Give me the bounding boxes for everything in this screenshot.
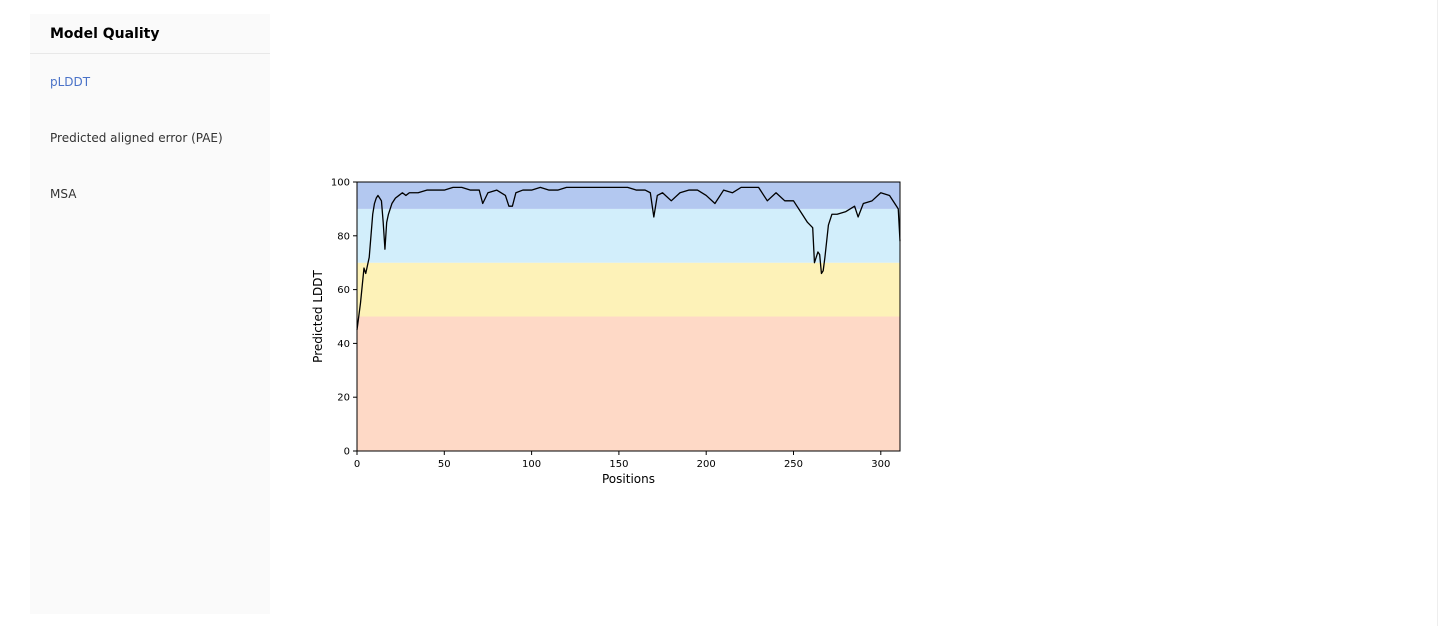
- x-tick-label: 50: [438, 459, 451, 470]
- plot-frame: [356, 181, 901, 452]
- y-axis-label: Predicted LDDT: [311, 270, 325, 363]
- series-line-0: [356, 186, 901, 331]
- sidebar-header: Model Quality: [30, 14, 270, 54]
- y-tick-label: 0: [344, 447, 350, 458]
- sidebar-item-plddt[interactable]: pLDDT: [50, 75, 91, 89]
- sidebar: Model Quality pLDDT Predicted aligned er…: [30, 14, 270, 614]
- y-tick-label: 40: [337, 339, 350, 350]
- x-tick-label: 200: [697, 459, 716, 470]
- y-tick-label: 20: [337, 393, 350, 404]
- sidebar-item-msa[interactable]: MSA: [50, 187, 77, 201]
- chart-ticks: 0 50 100 150 200 250 300 0 20 40 60 80 100: [331, 178, 890, 471]
- x-axis-label: Positions: [602, 472, 655, 486]
- band-very-low: [357, 316, 900, 451]
- y-tick-label: 100: [331, 178, 350, 189]
- sidebar-menu: pLDDT Predicted aligned error (PAE) MSA: [30, 54, 270, 222]
- x-tick-label: 250: [784, 459, 803, 470]
- plddt-chart: 0 50 100 150 200 250 300 0 20 40 60 80 100 Positions…: [300, 170, 920, 500]
- x-tick-label: 300: [871, 459, 890, 470]
- y-tick-label: 60: [337, 285, 350, 296]
- x-tick-label: 100: [522, 459, 541, 470]
- band-confident: [357, 208, 900, 263]
- y-tick-label: 80: [337, 231, 350, 242]
- chart-axes: [356, 181, 901, 452]
- band-very-high: [357, 182, 900, 209]
- x-tick-label: 150: [609, 459, 628, 470]
- sidebar-title: Model Quality: [50, 25, 160, 42]
- sidebar-item-pae[interactable]: Predicted aligned error (PAE): [50, 131, 223, 145]
- page-right-border: [1437, 0, 1438, 626]
- plddt-chart-svg: 0 50 100 150 200 250 300 0 20 40 60 80 100 Positions…: [311, 178, 901, 486]
- band-low: [357, 262, 900, 317]
- x-tick-label: 0: [354, 459, 360, 470]
- confidence-bands: [357, 182, 900, 451]
- plddt-line-layer: [356, 186, 901, 331]
